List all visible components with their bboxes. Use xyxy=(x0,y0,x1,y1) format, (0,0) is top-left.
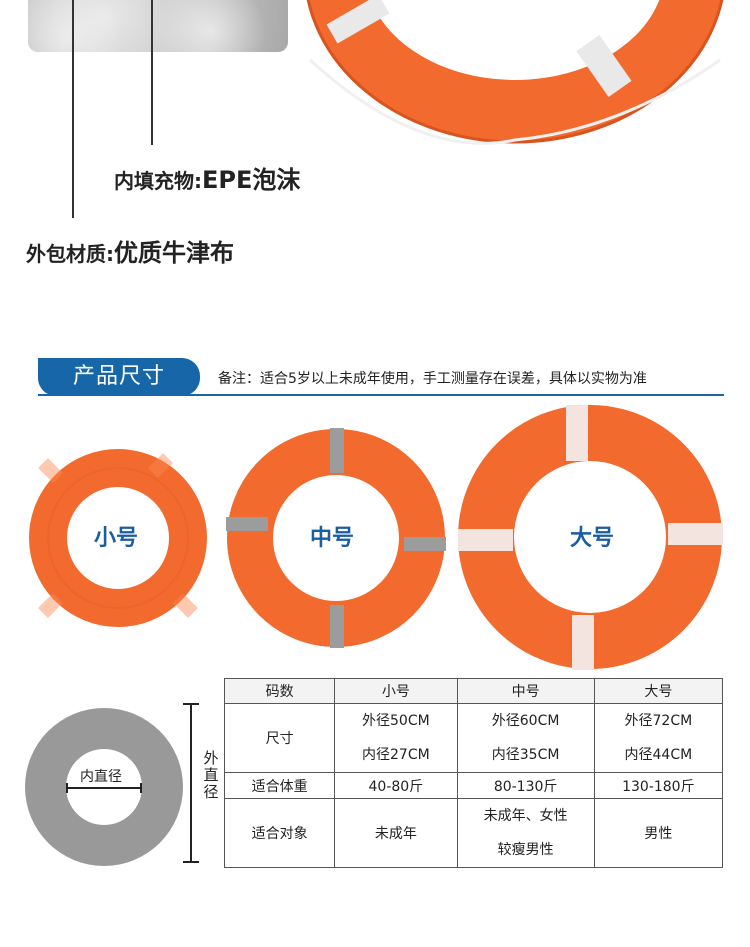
foam-photo xyxy=(28,0,288,52)
target-medium-line2: 较瘦男性 xyxy=(497,842,554,858)
size-small-cell: 外径50CM 内径27CM xyxy=(334,703,458,773)
spec-table: 码数 小号 中号 大号 尺寸 外径50CM 内径27CM 外径60CM 内径35… xyxy=(223,678,724,868)
outer-large: 外径72CM xyxy=(624,713,693,729)
header-size-code: 码数 xyxy=(223,678,336,704)
outer-diameter-bracket xyxy=(183,703,199,863)
header-large: 大号 xyxy=(593,678,724,704)
row-label-target: 适合对象 xyxy=(223,798,336,868)
weight-medium: 80-130斤 xyxy=(456,772,595,799)
inner-diameter-label: 内直径 xyxy=(80,769,122,785)
section-divider xyxy=(38,394,724,396)
section-title: 产品尺寸 xyxy=(38,358,200,396)
inner-diameter-arrow xyxy=(66,783,142,793)
leader-line-outer xyxy=(72,0,74,218)
row-label-size: 尺寸 xyxy=(223,703,336,773)
target-medium-cell: 未成年、女性 较瘦男性 xyxy=(456,798,595,868)
table-row-size: 尺寸 外径50CM 内径27CM 外径60CM 内径35CM 外径72CM 内径… xyxy=(223,703,724,773)
table-row-target: 适合对象 未成年 未成年、女性 较瘦男性 男性 xyxy=(223,798,724,868)
table-header-row: 码数 小号 中号 大号 xyxy=(223,678,724,704)
weight-large: 130-180斤 xyxy=(593,772,724,799)
lifebuoy-photo-top xyxy=(306,0,724,145)
ring-large xyxy=(458,405,723,670)
inner-small: 内径27CM xyxy=(362,747,430,763)
inner-large: 内径44CM xyxy=(624,747,693,763)
ring-medium xyxy=(226,428,446,648)
table-row-weight: 适合体重 40-80斤 80-130斤 130-180斤 xyxy=(223,772,724,799)
ring-small xyxy=(29,449,207,627)
ring-large-label: 大号 xyxy=(570,526,615,551)
size-medium-cell: 外径60CM 内径35CM xyxy=(456,703,595,773)
ring-medium-label: 中号 xyxy=(310,526,355,551)
target-large: 男性 xyxy=(593,798,724,868)
weight-small: 40-80斤 xyxy=(334,772,458,799)
filler-label: 内填充物:EPE泡沫 xyxy=(114,166,301,194)
ring-small-label: 小号 xyxy=(94,526,139,551)
inner-medium: 内径35CM xyxy=(491,747,560,763)
target-small: 未成年 xyxy=(334,798,458,868)
target-medium-line1: 未成年、女性 xyxy=(483,808,568,824)
leader-line-filler xyxy=(151,0,153,145)
header-medium: 中号 xyxy=(456,678,595,704)
outer-medium: 外径60CM xyxy=(491,713,560,729)
header-small: 小号 xyxy=(334,678,458,704)
outer-material-label: 外包材质:优质牛津布 xyxy=(26,239,234,267)
outer-small: 外径50CM xyxy=(362,713,430,729)
section-note: 备注：适合5岁以上未成年使用，手工测量存在误差，具体以实物为准 xyxy=(218,371,647,387)
size-large-cell: 外径72CM 内径44CM xyxy=(593,703,724,773)
row-label-weight: 适合体重 xyxy=(223,772,336,799)
outer-diameter-label: 外直径 xyxy=(203,749,219,801)
